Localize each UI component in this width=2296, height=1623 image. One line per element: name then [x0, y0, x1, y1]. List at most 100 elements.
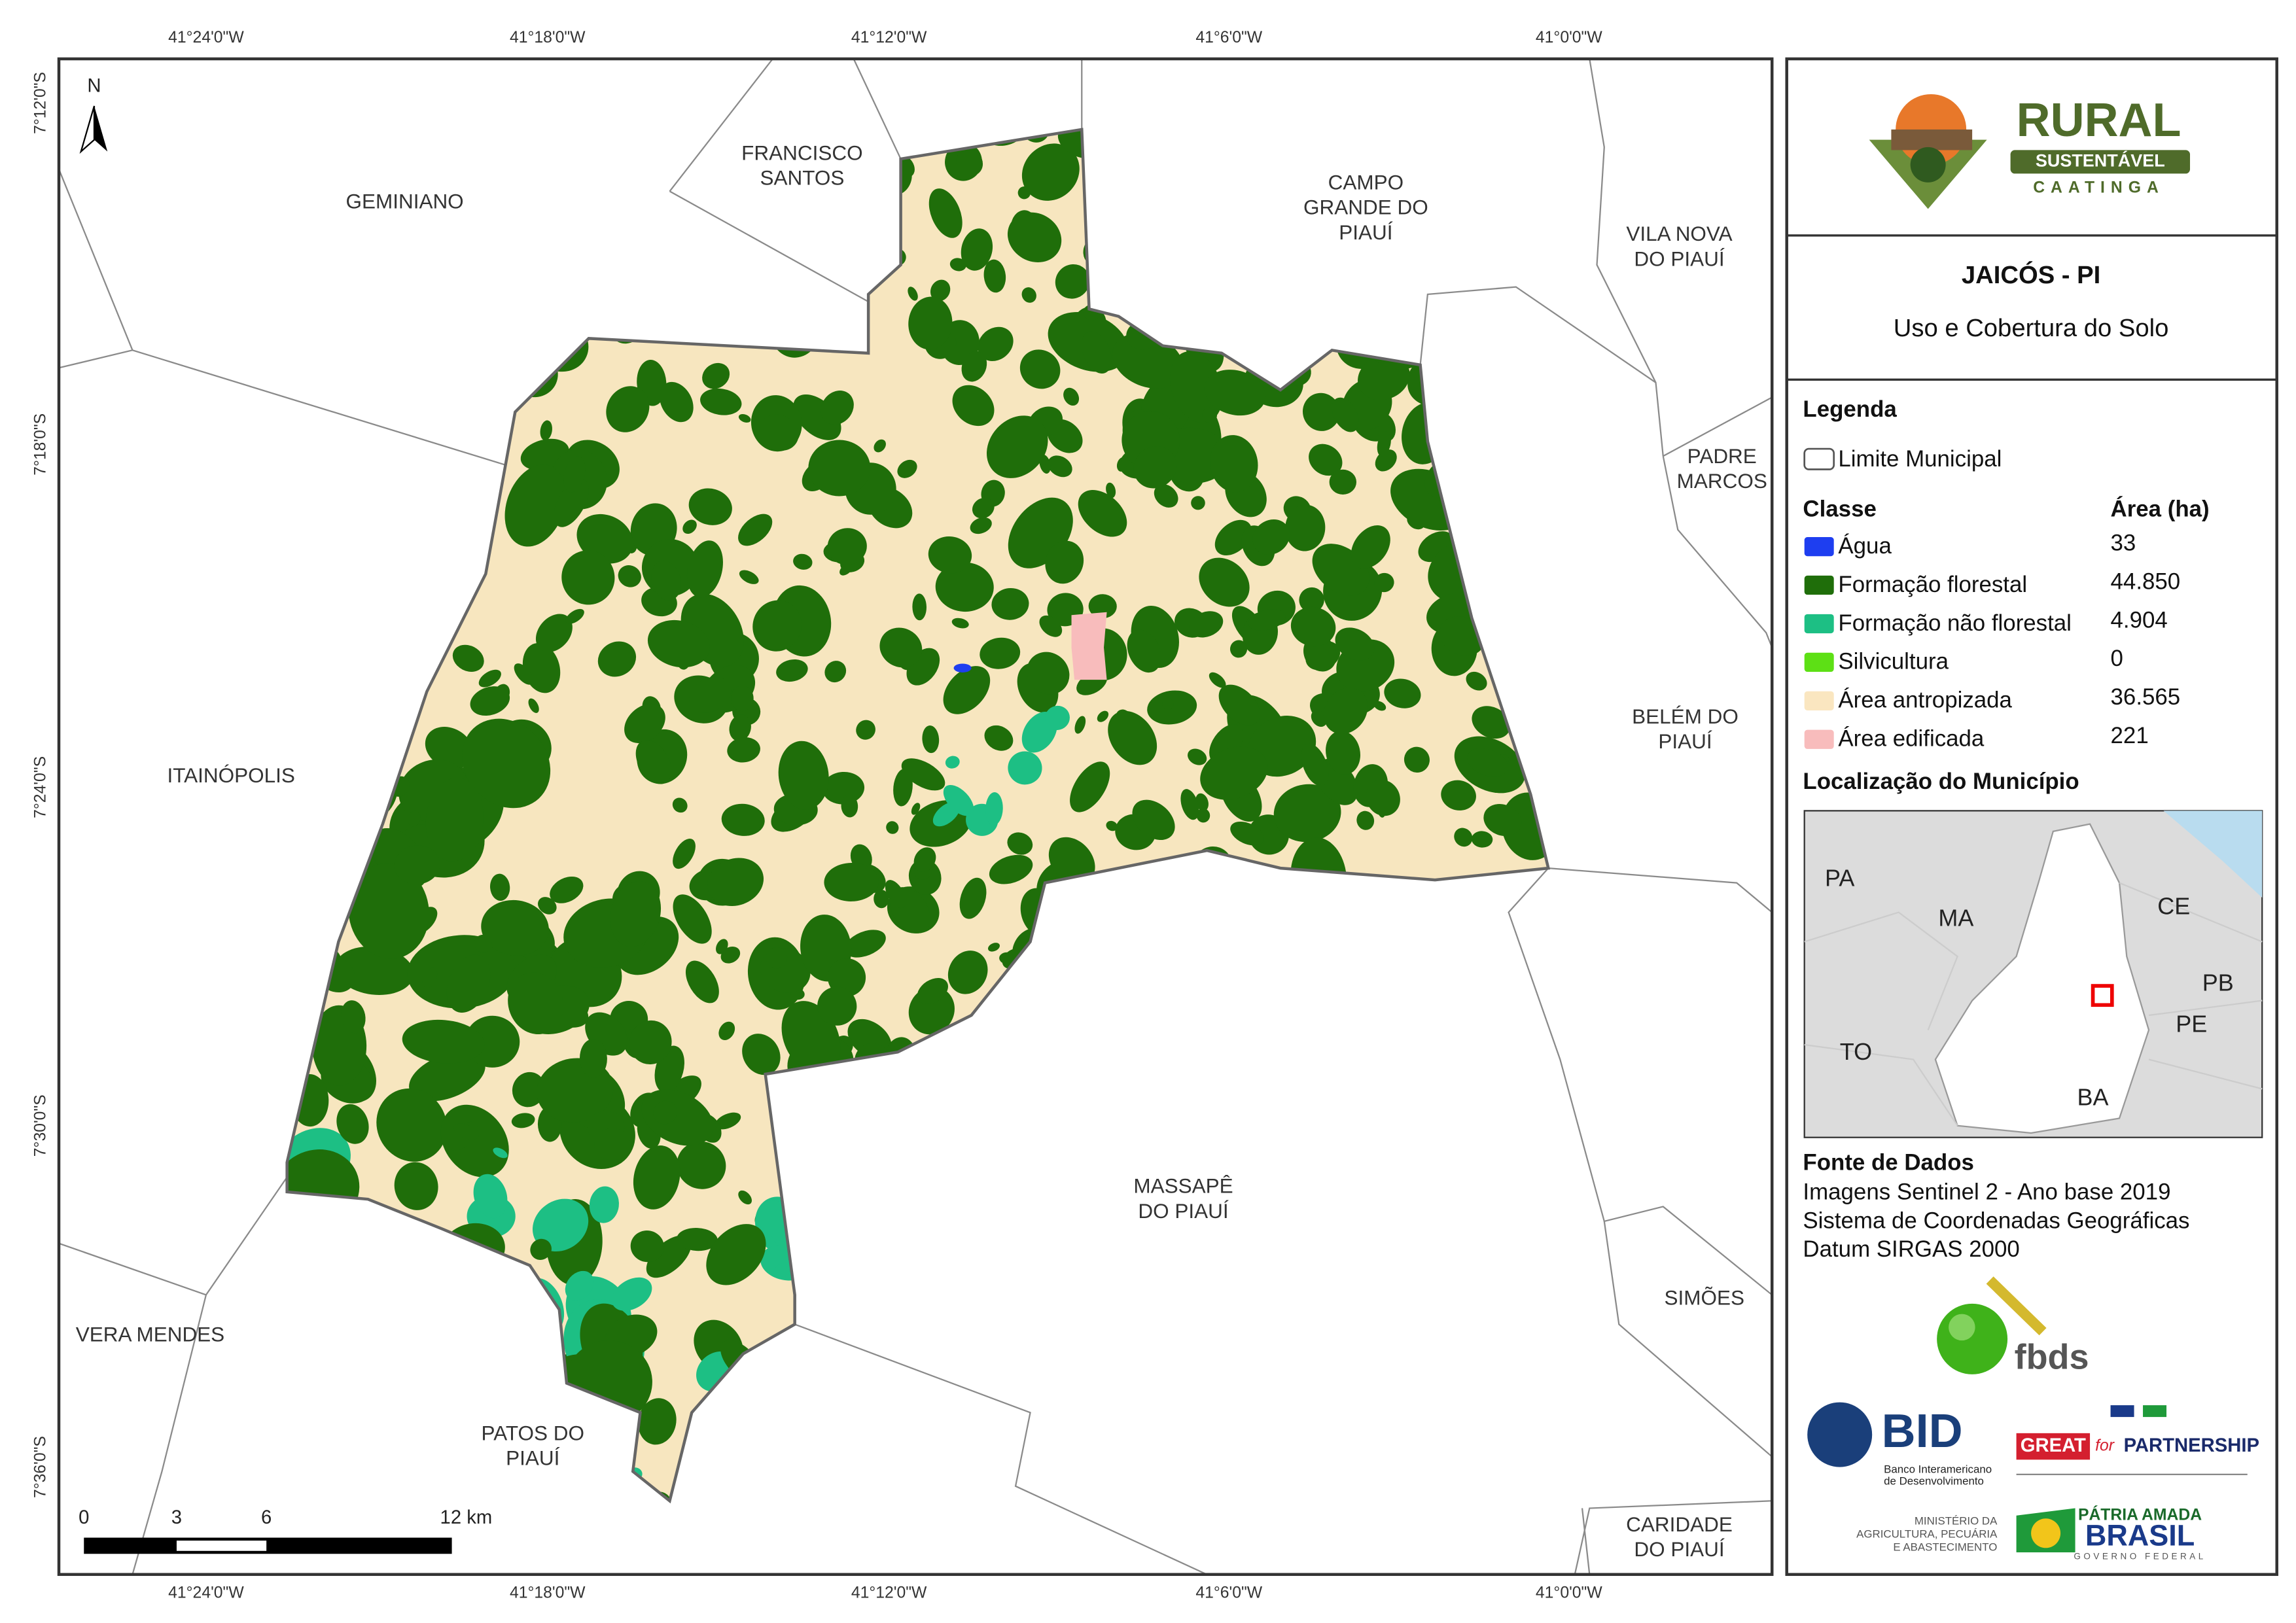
vegetation-patch [1048, 455, 1072, 478]
class-header: Classe [1803, 497, 1876, 522]
vegetation-patch [1248, 609, 1286, 631]
vegetation-patch [563, 456, 586, 493]
vegetation-patch [685, 960, 719, 1003]
vegetation-patch [970, 517, 992, 534]
ministry-text: E ABASTECIMENTO [1893, 1541, 1997, 1554]
vegetation-patch [1200, 746, 1268, 800]
vegetation-patch [959, 877, 987, 919]
vegetation-patch [425, 727, 474, 769]
scale-label: 3 [171, 1507, 182, 1528]
vegetation-patch [706, 1224, 766, 1285]
inset-label: BA [2077, 1084, 2109, 1111]
vegetation-patch [651, 560, 681, 601]
vegetation-patch [844, 930, 886, 958]
vegetation-patch [738, 414, 751, 423]
vegetation-patch [961, 228, 993, 271]
vegetation-patch [1039, 454, 1051, 474]
great-logo: GREAT for PARTNERSHIP [2016, 1405, 2259, 1475]
class-name: Formação florestal [1838, 572, 2027, 597]
boundary-label: Limite Municipal [1838, 446, 2002, 472]
vegetation-patch [594, 1128, 631, 1161]
vegetation-patch [1106, 820, 1118, 831]
place-label: VERA MENDES [76, 1323, 224, 1346]
coordinate-label: 7°36'0"S [32, 1436, 50, 1498]
vegetation-patch [1329, 469, 1357, 495]
vegetation-patch [440, 1104, 509, 1178]
vegetation-patch [943, 666, 991, 714]
vegetation-patch [1108, 710, 1157, 765]
vegetation-patch [470, 686, 510, 716]
vegetation-patch [978, 326, 1014, 362]
vegetation-patch [947, 951, 988, 994]
vegetation-patch [1204, 370, 1266, 416]
vegetation-patch [1021, 143, 1080, 201]
vegetation-patch [1019, 349, 1061, 389]
vegetation-patch [490, 873, 510, 901]
source-line: Sistema de Coordenadas Geográficas [1803, 1208, 2189, 1233]
vegetation-patch [638, 1398, 677, 1445]
vegetation-patch [512, 1072, 546, 1108]
vegetation-patch [1467, 748, 1508, 777]
vegetation-patch [824, 862, 879, 901]
vegetation-patch [610, 881, 662, 947]
vegetation-patch [1301, 743, 1329, 786]
ministry-text: MINISTÉRIO DA [1915, 1514, 1998, 1527]
vegetation-patch [738, 514, 773, 546]
vegetation-patch [989, 854, 1033, 884]
coordinate-label: 7°30'0"S [32, 1094, 50, 1157]
vegetation-patch [1323, 688, 1368, 735]
vegetation-patch [1070, 761, 1110, 812]
class-name: Silvicultura [1838, 649, 1949, 674]
vegetation-patch [949, 258, 966, 271]
vegetation-patch [446, 954, 491, 1013]
vegetation-patch [1180, 789, 1199, 820]
vegetation-patch [1007, 832, 1033, 855]
vegetation-patch [1081, 331, 1112, 374]
vegetation-patch [540, 420, 552, 441]
vegetation-patch [886, 821, 899, 834]
vegetation-patch [1472, 706, 1511, 739]
vegetation-patch [1285, 504, 1326, 551]
source-line: Imagens Sentinel 2 - Ano base 2019 [1803, 1179, 2170, 1204]
coordinate-label: 41°0'0"W [1536, 1584, 1602, 1602]
vegetation-patch [1218, 684, 1260, 725]
vegetation-patch [1454, 828, 1473, 847]
vegetation-patch [402, 1019, 485, 1064]
vegetation-patch [935, 562, 994, 612]
inset-label: TO [1840, 1038, 1872, 1065]
class-area: 33 [2111, 530, 2136, 555]
vegetation-patch [1210, 435, 1258, 493]
vegetation-patch [1162, 697, 1174, 710]
place-label: DO PIAUÍ [1634, 1537, 1724, 1561]
place-label: PIAUÍ [1339, 220, 1392, 244]
area-header: Área (ha) [2111, 496, 2210, 522]
great-text: GREAT [2021, 1435, 2086, 1456]
ministry-text: AGRICULTURA, PECUÁRIA [1856, 1527, 1998, 1540]
place-label: MASSAPÊ [1133, 1174, 1233, 1198]
vegetation-patch [580, 1039, 607, 1078]
vegetation-patch [1483, 804, 1522, 837]
coordinate-label: 41°18'0"W [510, 29, 586, 46]
vegetation-patch [481, 899, 549, 956]
vegetation-patch [1356, 811, 1375, 830]
vegetation-patch [1088, 594, 1117, 619]
vegetation-patch [1373, 701, 1386, 711]
vegetation-patch [817, 986, 857, 1026]
vegetation-patch [885, 880, 906, 909]
vegetation-patch [597, 641, 637, 677]
vegetation-patch [407, 811, 421, 827]
vegetation-patch [727, 737, 760, 763]
place-label: MARCOS [1677, 469, 1767, 493]
vegetation-patch [633, 1145, 680, 1210]
vegetation-patch [1374, 572, 1394, 593]
class-swatch [1804, 652, 1834, 672]
vegetation-patch [908, 287, 918, 301]
vegetation-patch [646, 1235, 692, 1278]
class-name: Água [1838, 533, 1892, 559]
class-area: 36.565 [2111, 684, 2181, 710]
vegetation-patch [980, 637, 1021, 669]
vegetation-patch [1007, 212, 1062, 263]
panel-title: JAICÓS - PI [1962, 260, 2100, 289]
fbds-logo: fbds [1937, 1276, 2089, 1377]
